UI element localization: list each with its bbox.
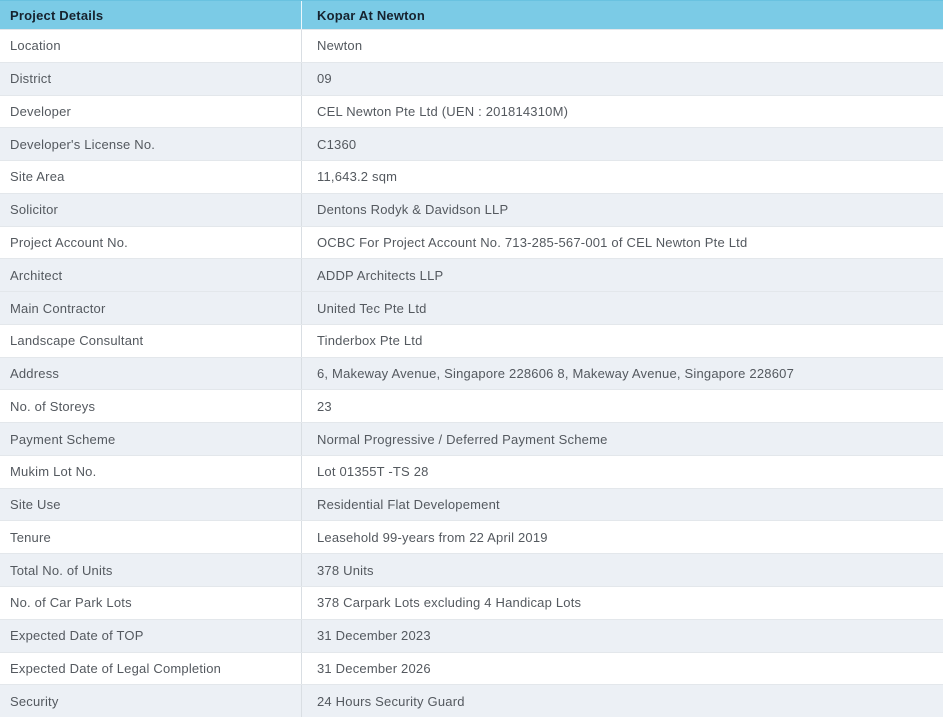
row-value: 31 December 2023 [301,619,943,652]
row-label: Tenure [10,529,51,545]
row-value: 23 [301,390,943,423]
table-body: Location Newton District 09 Developer CE… [0,29,943,717]
table-row: Payment Scheme Normal Progressive / Defe… [0,422,943,455]
table-row: Site Area 11,643.2 sqm [0,160,943,193]
row-label: Developer [10,103,72,119]
table-row: Project Account No. OCBC For Project Acc… [0,225,943,259]
row-value: 31 December 2026 [301,652,943,685]
table-row: Expected Date of Legal Completion 31 Dec… [0,651,943,685]
row-value: Tinderbox Pte Ltd [301,324,943,357]
table-row: Solicitor Dentons Rodyk & Davidson LLP [0,192,943,226]
row-value: Leasehold 99-years from 22 April 2019 [301,521,943,554]
row-label: Solicitor [10,202,59,218]
table-row: Mukim Lot No. Lot 01355T -TS 28 [0,454,943,488]
row-label: Total No. of Units [10,562,113,578]
row-value: Dentons Rodyk & Davidson LLP [301,193,943,226]
row-label: District [10,71,52,87]
header-value-column: Kopar At Newton [301,1,943,29]
row-label: Architect [10,267,63,283]
row-value: 09 [301,62,943,95]
table-row: Expected Date of TOP 31 December 2023 [0,618,943,652]
table-row: Landscape Consultant Tinderbox Pte Ltd [0,323,943,357]
table-row: Location Newton [0,29,943,62]
row-label: Landscape Consultant [10,333,144,349]
row-value: Lot 01355T -TS 28 [301,455,943,488]
row-label: Mukim Lot No. [10,464,97,480]
row-value: 6, Makeway Avenue, Singapore 228606 8, M… [301,357,943,390]
table-row: Developer's License No. C1360 [0,127,943,161]
row-label: Security [10,693,59,709]
row-label: No. of Storeys [10,398,96,414]
row-label: Project Account No. [10,234,128,250]
row-value: ADDP Architects LLP [301,259,943,292]
table-row: Site Use Residential Flat Developement [0,487,943,521]
row-value: 24 Hours Security Guard [301,685,943,717]
row-value: United Tec Pte Ltd [301,292,943,324]
table-header-row: Project Details Kopar At Newton [0,0,943,29]
table-row: Tenure Leasehold 99-years from 22 April … [0,520,943,554]
row-value: CEL Newton Pte Ltd (UEN : 201814310M) [301,95,943,128]
table-row: Address 6, Makeway Avenue, Singapore 228… [0,356,943,390]
header-label-column: Project Details [10,7,104,23]
table-row: Main Contractor United Tec Pte Ltd [0,291,943,324]
row-value: 378 Units [301,554,943,587]
row-label: Address [10,366,60,382]
row-value: Residential Flat Developement [301,488,943,521]
table-row: No. of Car Park Lots 378 Carpark Lots ex… [0,586,943,619]
table-row: Architect ADDP Architects LLP [0,258,943,292]
row-value: Newton [301,30,943,62]
table-row: District 09 [0,61,943,95]
table-row: Developer CEL Newton Pte Ltd (UEN : 2018… [0,94,943,128]
row-value: 11,643.2 sqm [301,161,943,193]
row-value: C1360 [301,128,943,161]
row-value: Normal Progressive / Deferred Payment Sc… [301,423,943,455]
row-label: Expected Date of TOP [10,628,144,644]
table-row: Security 24 Hours Security Guard [0,684,943,717]
row-label: No. of Car Park Lots [10,595,132,611]
row-label: Expected Date of Legal Completion [10,660,222,676]
table-row: No. of Storeys 23 [0,389,943,423]
row-label: Main Contractor [10,300,106,316]
row-label: Site Use [10,497,61,513]
row-label: Location [10,38,61,54]
row-label: Site Area [10,169,65,185]
table-row: Total No. of Units 378 Units [0,553,943,587]
row-label: Developer's License No. [10,136,156,152]
row-value: OCBC For Project Account No. 713-285-567… [301,226,943,259]
row-label: Payment Scheme [10,431,116,447]
row-value: 378 Carpark Lots excluding 4 Handicap Lo… [301,587,943,619]
